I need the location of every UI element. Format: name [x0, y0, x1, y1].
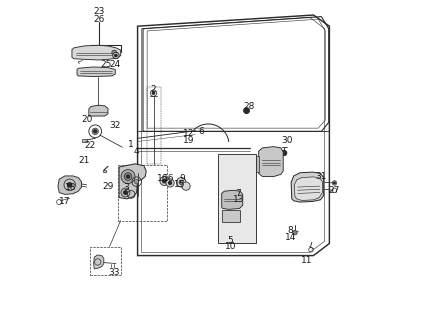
Text: 28: 28: [243, 102, 255, 111]
Circle shape: [179, 180, 184, 185]
Text: 15: 15: [174, 180, 185, 189]
Circle shape: [182, 182, 190, 190]
Circle shape: [124, 191, 127, 195]
Circle shape: [162, 179, 166, 183]
Polygon shape: [89, 105, 108, 116]
Text: 3: 3: [124, 183, 129, 192]
Polygon shape: [58, 176, 82, 195]
Polygon shape: [291, 172, 324, 202]
Text: 26: 26: [93, 15, 105, 24]
Polygon shape: [119, 164, 146, 199]
Circle shape: [68, 183, 72, 187]
Bar: [118, 165, 167, 220]
Polygon shape: [77, 67, 115, 76]
Bar: [147, 87, 160, 164]
Text: 27: 27: [329, 186, 340, 195]
Circle shape: [126, 175, 129, 178]
Bar: [255, 156, 259, 172]
Text: 19: 19: [183, 136, 194, 145]
Circle shape: [92, 128, 99, 134]
Polygon shape: [294, 177, 322, 200]
Circle shape: [112, 50, 117, 55]
Text: 17: 17: [58, 197, 70, 206]
Text: 1: 1: [128, 140, 134, 149]
Text: 5: 5: [228, 236, 233, 245]
Circle shape: [152, 92, 155, 94]
Text: 29: 29: [102, 182, 114, 191]
Circle shape: [121, 170, 135, 184]
Text: 16: 16: [157, 174, 169, 183]
Text: 10: 10: [225, 242, 236, 251]
Circle shape: [115, 54, 117, 57]
Text: 7: 7: [236, 189, 242, 198]
Circle shape: [168, 181, 172, 185]
Text: 6: 6: [198, 127, 204, 136]
Text: 11: 11: [301, 256, 313, 265]
Circle shape: [282, 150, 287, 156]
Polygon shape: [93, 255, 104, 269]
Text: 20: 20: [81, 115, 92, 124]
Text: 23: 23: [93, 7, 105, 16]
Circle shape: [332, 181, 337, 185]
Text: 16: 16: [163, 174, 174, 183]
Text: 21: 21: [78, 156, 90, 165]
Text: 31: 31: [316, 172, 327, 181]
Text: 2: 2: [151, 85, 157, 94]
Text: 4: 4: [134, 147, 140, 156]
Circle shape: [135, 180, 139, 184]
Text: 22: 22: [84, 141, 96, 150]
Text: 18: 18: [65, 183, 77, 192]
Circle shape: [93, 130, 97, 133]
Circle shape: [166, 179, 174, 187]
Text: 12: 12: [183, 129, 194, 138]
Circle shape: [333, 182, 335, 184]
Bar: [102, 170, 106, 172]
Circle shape: [124, 173, 132, 180]
Polygon shape: [258, 147, 283, 177]
Text: 9: 9: [179, 174, 185, 183]
Polygon shape: [222, 190, 243, 209]
Circle shape: [113, 52, 119, 59]
Circle shape: [176, 178, 186, 187]
Text: 25: 25: [100, 60, 111, 69]
Text: 30: 30: [282, 136, 293, 145]
Text: 8: 8: [288, 226, 294, 235]
Bar: [218, 154, 256, 244]
Circle shape: [293, 230, 297, 235]
Circle shape: [121, 188, 130, 197]
Text: 14: 14: [285, 233, 296, 242]
Circle shape: [160, 177, 169, 186]
Bar: [90, 247, 121, 275]
Text: 32: 32: [110, 121, 121, 130]
Text: 24: 24: [110, 60, 121, 69]
Text: 13: 13: [233, 195, 244, 204]
Bar: [222, 210, 240, 222]
Polygon shape: [72, 45, 121, 60]
Bar: [82, 139, 87, 142]
Text: 33: 33: [109, 268, 120, 277]
Circle shape: [244, 108, 250, 114]
